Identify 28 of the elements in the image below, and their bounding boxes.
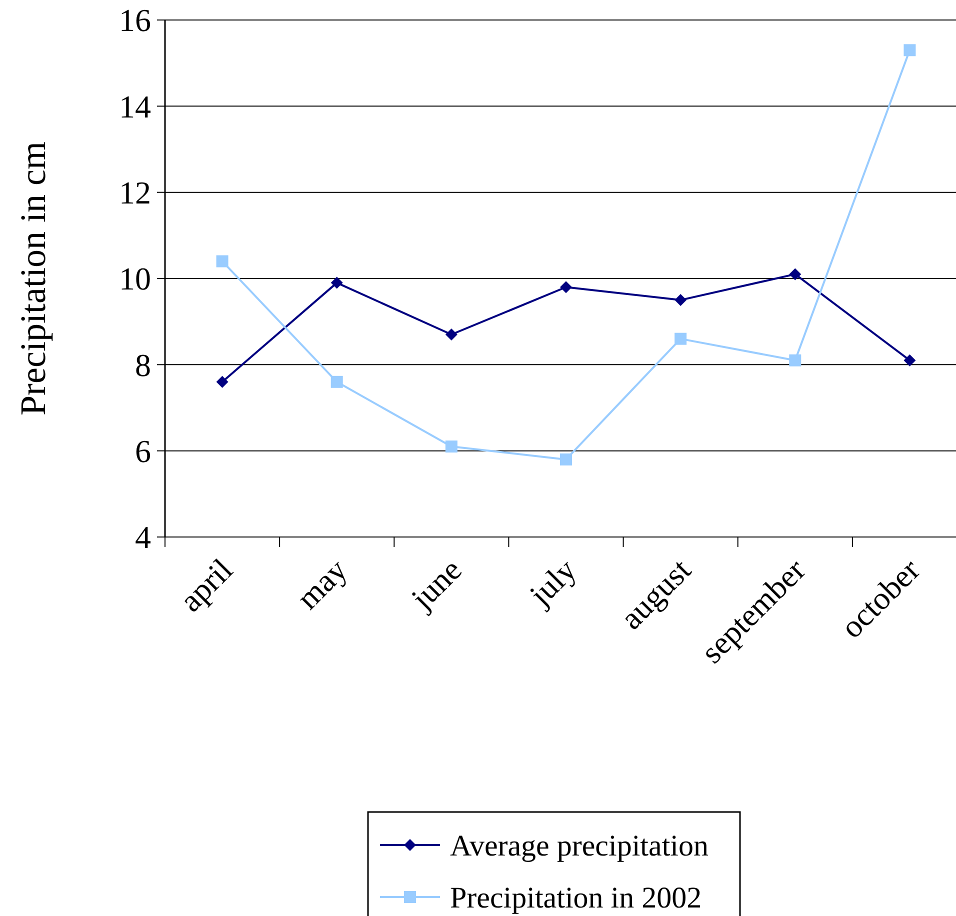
point xyxy=(904,354,916,366)
point xyxy=(445,328,458,341)
x-tick-label: may xyxy=(289,551,354,616)
y-tick-label: 6 xyxy=(135,433,151,470)
point xyxy=(445,440,458,453)
legend-label: Average precipitation xyxy=(450,830,708,862)
point xyxy=(904,44,916,56)
point xyxy=(560,453,572,466)
point xyxy=(560,281,572,294)
y-tick-label: 8 xyxy=(135,346,151,383)
point xyxy=(789,268,802,280)
y-axis-title: Precipitation in cm xyxy=(13,142,53,416)
y-tick-label: 12 xyxy=(119,174,151,211)
x-tick-label: july xyxy=(522,551,583,613)
y-tick-label: 4 xyxy=(135,519,151,556)
y-tick-label: 10 xyxy=(119,260,151,297)
point xyxy=(330,276,343,289)
point xyxy=(789,354,802,366)
point xyxy=(216,255,228,268)
x-tick-label: june xyxy=(403,551,468,617)
point xyxy=(216,376,228,388)
y-tick-label: 14 xyxy=(119,88,151,124)
x-tick-label: april xyxy=(172,551,240,618)
point xyxy=(330,376,343,388)
point xyxy=(674,294,687,306)
legend-label: Precipitation in 2002 xyxy=(450,882,702,914)
y-tick-label: 16 xyxy=(119,2,151,38)
point xyxy=(674,332,687,345)
